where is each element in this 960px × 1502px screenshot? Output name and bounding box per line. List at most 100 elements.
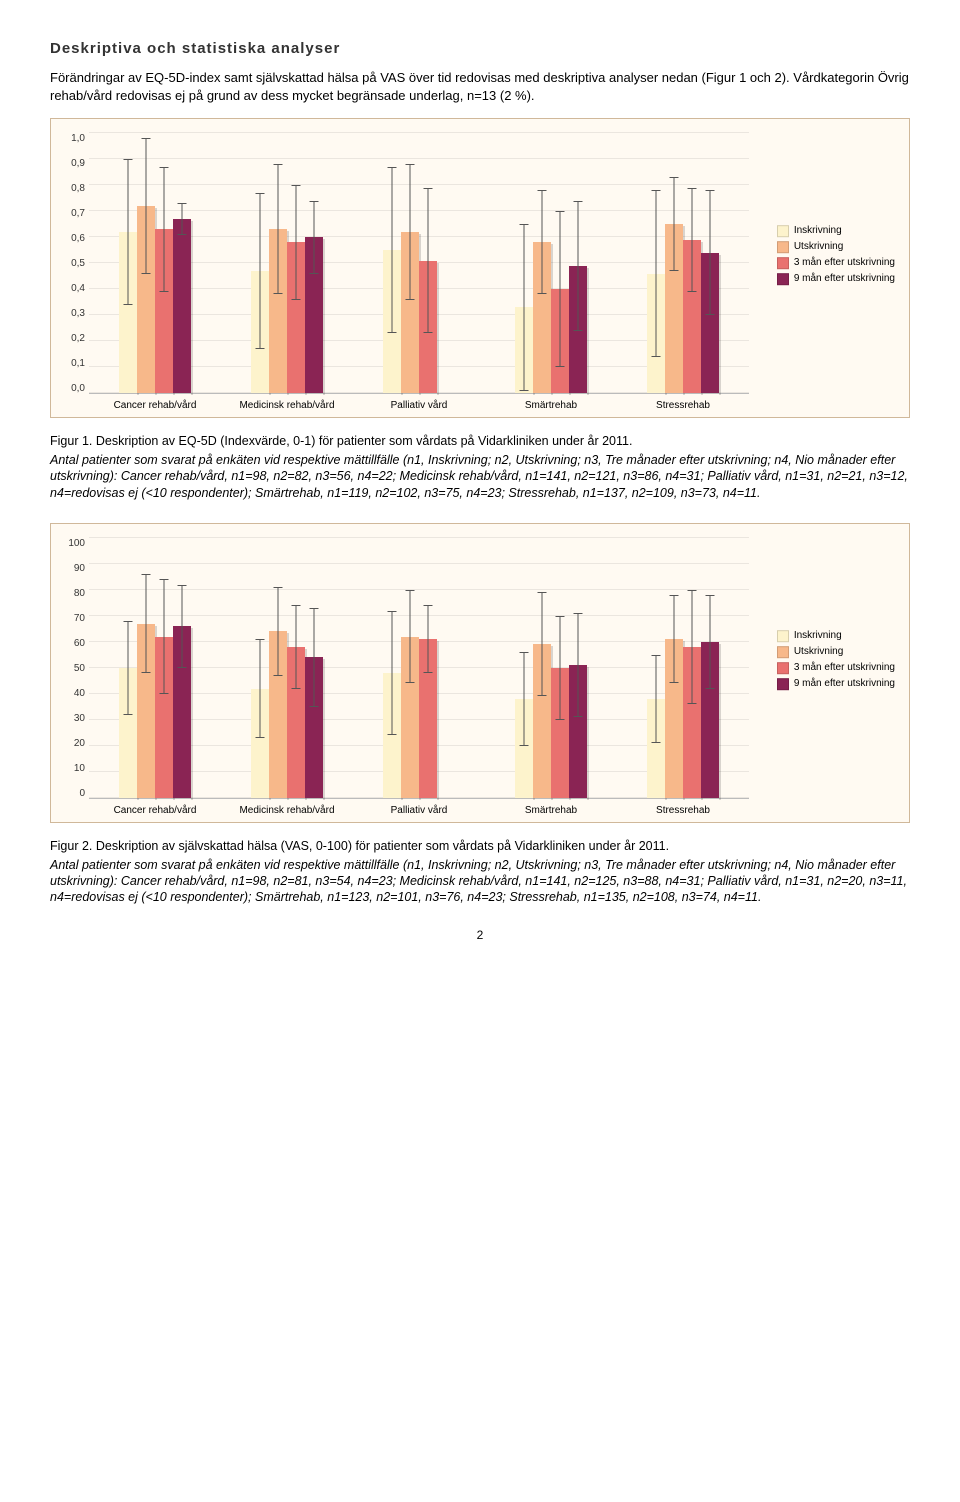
bar: [383, 673, 401, 798]
y-tick-label: 1,0: [61, 133, 85, 144]
y-tick-label: 30: [61, 713, 85, 724]
bar: [251, 689, 269, 798]
figure-2: 0102030405060708090100 Cancer rehab/vård…: [50, 523, 910, 823]
error-bar: [710, 190, 711, 315]
error-bar: [710, 595, 711, 689]
chart1-y-axis: 0,00,10,20,30,40,50,60,70,80,91,0: [61, 133, 89, 394]
bar: [701, 253, 719, 393]
error-bar: [314, 608, 315, 707]
legend-swatch: [777, 662, 789, 674]
y-tick-label: 0,3: [61, 308, 85, 319]
bar: [305, 657, 323, 797]
bar: [515, 307, 533, 393]
error-bar: [392, 167, 393, 333]
y-tick-label: 40: [61, 688, 85, 699]
legend-swatch: [777, 257, 789, 269]
error-bar: [692, 188, 693, 292]
y-tick-label: 0,7: [61, 208, 85, 219]
bar-group: [119, 624, 191, 798]
legend-item: 9 mån efter utskrivning: [777, 271, 895, 287]
legend-label: Utskrivning: [794, 239, 843, 255]
error-bar: [296, 185, 297, 299]
error-bar: [524, 652, 525, 746]
bar: [287, 647, 305, 798]
legend-swatch: [777, 273, 789, 285]
legend-label: 9 mån efter utskrivning: [794, 271, 895, 287]
error-bar: [674, 595, 675, 683]
bar: [287, 242, 305, 393]
x-tick-label: Palliativ vård: [364, 805, 474, 816]
y-tick-label: 0,0: [61, 383, 85, 394]
legend-swatch: [777, 646, 789, 658]
y-tick-label: 0,4: [61, 283, 85, 294]
error-bar: [410, 590, 411, 684]
error-bar: [260, 639, 261, 738]
legend-swatch: [777, 678, 789, 690]
bar: [551, 668, 569, 798]
y-tick-label: 70: [61, 613, 85, 624]
chart1-legend: InskrivningUtskrivning3 mån efter utskri…: [777, 223, 895, 287]
bar: [569, 266, 587, 393]
chart2-y-axis: 0102030405060708090100: [61, 538, 89, 799]
error-bar: [296, 605, 297, 688]
bar-group: [251, 631, 323, 797]
bar: [173, 626, 191, 798]
error-bar: [656, 655, 657, 743]
error-bar: [314, 201, 315, 274]
legend-swatch: [777, 225, 789, 237]
y-tick-label: 20: [61, 738, 85, 749]
y-tick-label: 0,9: [61, 158, 85, 169]
chart1-x-labels: Cancer rehab/vårdMedicinsk rehab/vårdPal…: [89, 400, 899, 411]
bar: [551, 289, 569, 393]
bar: [683, 240, 701, 393]
legend-item: 9 mån efter utskrivning: [777, 676, 895, 692]
legend-item: Inskrivning: [777, 628, 895, 644]
error-bar: [164, 579, 165, 693]
bar: [383, 250, 401, 393]
bar: [665, 639, 683, 798]
intro-paragraph: Förändringar av EQ-5D-index samt självsk…: [50, 69, 910, 104]
bar: [137, 624, 155, 798]
error-bar: [428, 605, 429, 673]
bar: [173, 219, 191, 393]
x-tick-label: Cancer rehab/vård: [100, 805, 210, 816]
y-tick-label: 10: [61, 763, 85, 774]
legend-label: Inskrivning: [794, 628, 842, 644]
legend-item: 3 mån efter utskrivning: [777, 660, 895, 676]
bar: [683, 647, 701, 798]
bar-group: [647, 639, 719, 798]
error-bar: [692, 590, 693, 704]
error-bar: [182, 585, 183, 668]
y-tick-label: 50: [61, 663, 85, 674]
error-bar: [260, 193, 261, 349]
error-bar: [560, 211, 561, 367]
figure2-caption: Antal patienter som svarat på enkäten vi…: [50, 857, 910, 906]
bar: [701, 642, 719, 798]
legend-item: Utskrivning: [777, 239, 895, 255]
y-tick-label: 0,6: [61, 233, 85, 244]
y-tick-label: 80: [61, 588, 85, 599]
error-bar: [542, 190, 543, 294]
bar: [419, 639, 437, 798]
error-bar: [560, 616, 561, 720]
error-bar: [542, 592, 543, 696]
legend-label: 3 mån efter utskrivning: [794, 660, 895, 676]
error-bar: [578, 613, 579, 717]
figure1-title: Figur 1. Deskription av EQ-5D (Indexvärd…: [50, 434, 910, 448]
y-tick-label: 0,5: [61, 258, 85, 269]
legend-label: Inskrivning: [794, 223, 842, 239]
bar: [569, 665, 587, 798]
error-bar: [578, 201, 579, 331]
x-tick-label: Medicinsk rehab/vård: [232, 805, 342, 816]
error-bar: [128, 621, 129, 715]
figure1-caption: Antal patienter som svarat på enkäten vi…: [50, 452, 910, 501]
legend-label: Utskrivning: [794, 644, 843, 660]
bar-group: [515, 242, 587, 393]
error-bar: [674, 177, 675, 271]
bar-group: [251, 229, 323, 393]
error-bar: [278, 587, 279, 675]
y-tick-label: 90: [61, 563, 85, 574]
legend-item: Utskrivning: [777, 644, 895, 660]
bar: [155, 637, 173, 798]
bar: [269, 229, 287, 393]
